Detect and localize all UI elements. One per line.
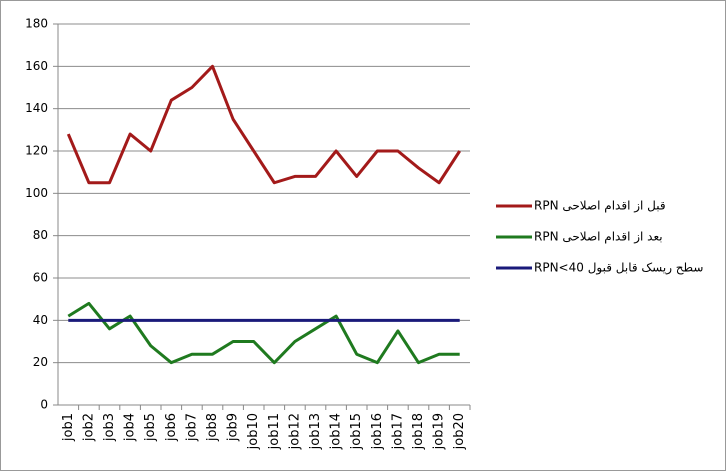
x-tick-label: job2 <box>81 413 96 442</box>
x-tick-label: job6 <box>164 413 179 442</box>
y-tick-label: 140 <box>25 101 48 115</box>
x-tick-label: job18 <box>411 413 426 450</box>
y-tick-label: 20 <box>33 355 48 369</box>
y-tick-label: 40 <box>33 313 48 327</box>
legend-label: قبل از اقدام اصلاحی RPN <box>534 199 666 214</box>
x-tick-label: job14 <box>329 413 344 450</box>
x-tick-label: job7 <box>184 413 199 442</box>
y-tick-label: 160 <box>25 59 48 73</box>
x-tick-label: job17 <box>390 413 405 450</box>
x-tick-label: job19 <box>432 413 447 450</box>
x-tick-label: job16 <box>370 413 385 450</box>
x-tick-label: job5 <box>143 413 158 442</box>
x-tick-label: job20 <box>452 413 467 450</box>
x-tick-label: job11 <box>267 413 282 450</box>
x-tick-label: job3 <box>102 413 117 442</box>
y-tick-label: 120 <box>25 144 48 158</box>
x-tick-label: job4 <box>123 413 138 442</box>
legend-label: سطح ریسک قابل قبول RPN<40 <box>534 261 703 276</box>
x-tick-label: job10 <box>246 413 261 450</box>
y-tick-label: 60 <box>33 271 48 285</box>
y-tick-label: 80 <box>33 228 48 242</box>
x-tick-label: job9 <box>226 413 241 442</box>
x-tick-label: job12 <box>287 413 302 450</box>
y-tick-label: 100 <box>25 186 48 200</box>
x-tick-label: job13 <box>308 413 323 450</box>
series-line <box>66 64 461 185</box>
y-tick-label: 0 <box>40 398 48 412</box>
x-tick-label: job15 <box>349 413 364 450</box>
x-tick-label: job1 <box>61 413 76 442</box>
y-tick-label: 180 <box>25 17 48 31</box>
legend-label: بعد از اقدام اصلاحی RPN <box>534 230 663 245</box>
x-tick-label: job8 <box>205 413 220 442</box>
